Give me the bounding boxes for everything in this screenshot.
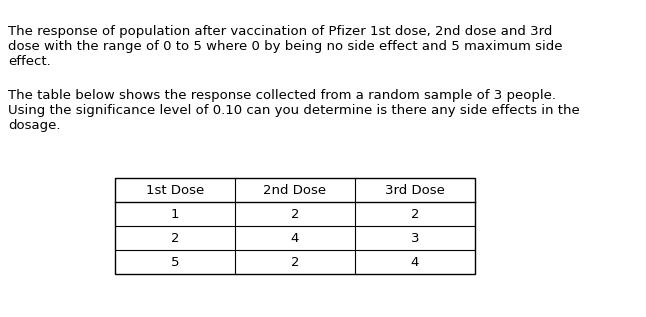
Text: 2nd Dose: 2nd Dose <box>264 184 327 197</box>
Text: 3rd Dose: 3rd Dose <box>385 184 445 197</box>
Bar <box>115 178 475 274</box>
Text: dosage.: dosage. <box>8 119 61 132</box>
Text: 1st Dose: 1st Dose <box>146 184 204 197</box>
Text: 3: 3 <box>411 231 419 244</box>
Text: 2: 2 <box>171 231 179 244</box>
Text: The response of population after vaccination of Pfizer 1st dose, 2nd dose and 3r: The response of population after vaccina… <box>8 25 552 38</box>
Text: The table below shows the response collected from a random sample of 3 people.: The table below shows the response colle… <box>8 89 556 102</box>
Text: 5: 5 <box>171 256 179 268</box>
Text: 2: 2 <box>291 208 299 221</box>
Text: 4: 4 <box>411 256 419 268</box>
Text: 2: 2 <box>291 256 299 268</box>
Text: Using the significance level of 0.10 can you determine is there any side effects: Using the significance level of 0.10 can… <box>8 104 579 117</box>
Text: 2: 2 <box>411 208 419 221</box>
Text: dose with the range of 0 to 5 where 0 by being no side effect and 5 maximum side: dose with the range of 0 to 5 where 0 by… <box>8 40 563 53</box>
Text: 4: 4 <box>291 231 299 244</box>
Text: 1: 1 <box>171 208 179 221</box>
Text: effect.: effect. <box>8 55 51 68</box>
